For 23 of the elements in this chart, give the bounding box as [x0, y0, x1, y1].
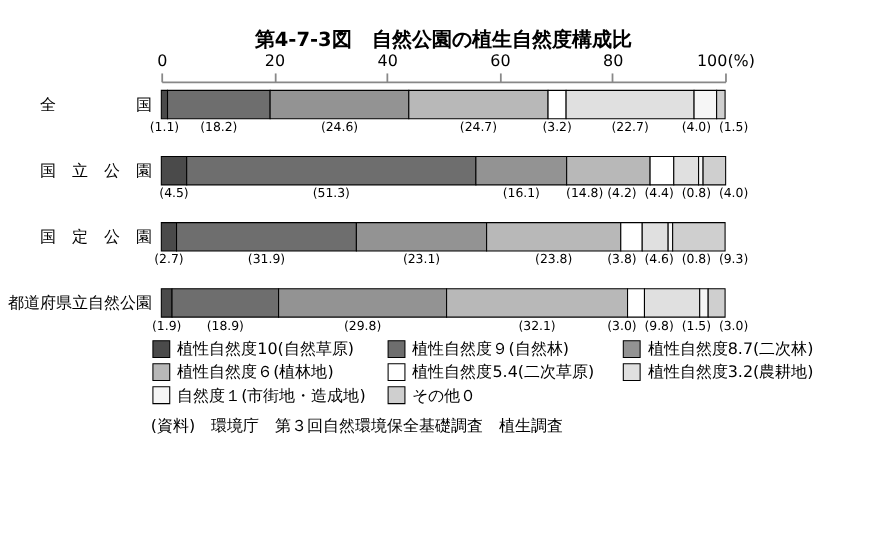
bar	[707, 288, 726, 318]
y-tick-label: 国 定 公 園	[39, 228, 152, 247]
legend-label: 植性自然度5.4(二次草原)	[412, 363, 595, 382]
y-tick-label: 全 国	[39, 95, 152, 114]
legend-label: 植性自然度10(自然草原)	[177, 340, 354, 359]
y-tick-label: 都道府県立自然公園	[7, 294, 152, 313]
x-tick-label: 80	[603, 52, 624, 71]
y-tick-label: 国 立 公 園	[39, 162, 152, 181]
chart-title: 第4-7-3図 自然公園の植生自然度構成比	[252, 27, 632, 52]
x-tick-label: 60	[490, 52, 511, 71]
legend-label: 植性自然度8.7(二次林)	[647, 340, 814, 359]
legend-label: その他０	[412, 386, 477, 405]
bar	[702, 155, 727, 186]
x-tick-label: 100(%)	[696, 52, 755, 71]
x-tick-label: 20	[264, 52, 286, 71]
legend-label: 植性自然度６(植林地)	[177, 363, 334, 382]
x-tick-label: 40	[377, 52, 398, 71]
legend-label: 植性自然度3.2(農耕地)	[647, 363, 814, 382]
text: (資料) 環境庁 第３回自然環境保全基礎調査 植生調査	[150, 416, 564, 435]
bar	[672, 222, 726, 252]
legend-label: 自然度１(市街地・造成地)	[177, 386, 366, 405]
legend-label: 植性自然度９(自然林)	[412, 340, 569, 359]
x-tick-label: 0	[157, 52, 168, 71]
